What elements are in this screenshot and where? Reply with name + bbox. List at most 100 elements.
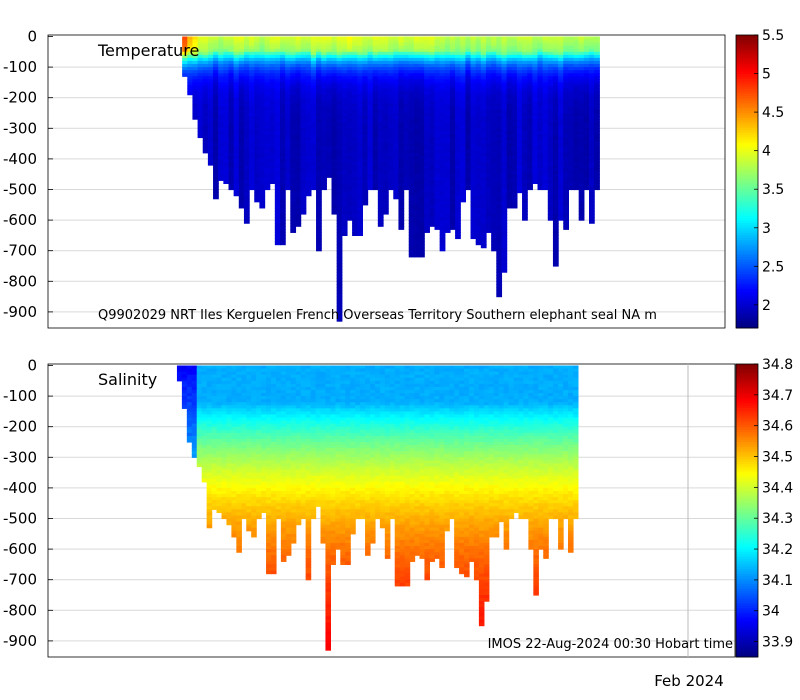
- data-cell: [465, 64, 472, 68]
- data-cell: [403, 76, 410, 80]
- data-cell: [316, 232, 322, 236]
- data-cell: [367, 42, 374, 47]
- colorbar-swatch: [736, 122, 758, 126]
- data-cell: [218, 36, 224, 41]
- data-cell: [321, 48, 327, 53]
- data-cell: [398, 106, 405, 111]
- data-cell: [213, 82, 219, 87]
- data-cell: [480, 82, 487, 87]
- data-cell: [206, 469, 213, 474]
- colorbar-swatch: [736, 215, 758, 219]
- data-cell: [393, 109, 400, 114]
- data-cell: [496, 189, 503, 194]
- data-cell: [434, 113, 441, 117]
- data-cell: [393, 140, 400, 145]
- data-cell: [444, 106, 451, 111]
- data-cell: [300, 174, 307, 178]
- data-cell: [465, 67, 472, 71]
- data-cell: [413, 183, 420, 188]
- data-cell: [429, 131, 436, 136]
- data-cell: [583, 152, 590, 157]
- data-cell: [424, 152, 430, 157]
- data-cell: [568, 143, 575, 148]
- data-cell: [341, 220, 348, 224]
- data-cell: [563, 140, 569, 145]
- data-cell: [434, 51, 441, 56]
- data-cell: [568, 183, 575, 188]
- data-cell: [527, 122, 533, 126]
- data-cell: [341, 146, 348, 151]
- data-cell: [496, 94, 503, 99]
- data-cell: [280, 36, 286, 41]
- data-cell: [321, 116, 327, 120]
- y-tick-label: -300: [3, 119, 37, 137]
- data-cell: [491, 210, 497, 215]
- data-cell: [568, 149, 575, 154]
- data-cell: [290, 213, 297, 218]
- data-cell: [367, 106, 374, 111]
- data-cell: [547, 134, 554, 139]
- data-cell: [547, 198, 554, 203]
- data-cell: [542, 155, 549, 160]
- data-cell: [429, 171, 436, 175]
- data-cell: [228, 137, 235, 142]
- data-cell: [352, 158, 358, 163]
- colorbar-swatch: [736, 320, 758, 324]
- data-cell: [496, 57, 503, 62]
- data-cell: [259, 131, 266, 136]
- data-cell: [196, 393, 203, 397]
- data-cell: [537, 54, 544, 59]
- y-tick-label: -700: [3, 242, 37, 260]
- data-cell: [274, 91, 281, 96]
- data-cell: [372, 165, 379, 169]
- data-cell: [274, 119, 281, 123]
- data-cell: [201, 374, 208, 379]
- data-cell: [367, 155, 374, 160]
- data-cell: [367, 186, 374, 191]
- colorbar-swatch: [736, 220, 758, 224]
- data-cell: [218, 137, 224, 142]
- data-cell: [594, 73, 600, 77]
- data-cell: [295, 207, 302, 212]
- data-cell: [249, 125, 255, 129]
- data-cell: [228, 97, 235, 102]
- data-cell: [254, 137, 260, 142]
- data-cell: [413, 97, 420, 102]
- data-cell: [444, 183, 451, 188]
- data-cell: [290, 183, 297, 188]
- data-cell: [191, 448, 198, 452]
- data-cell: [254, 57, 260, 62]
- data-cell: [280, 137, 286, 142]
- data-cell: [398, 122, 405, 126]
- data-cell: [321, 152, 327, 157]
- data-cell: [331, 88, 338, 93]
- data-cell: [429, 54, 436, 59]
- data-cell: [181, 383, 188, 388]
- data-cell: [589, 103, 595, 108]
- data-cell: [352, 152, 358, 157]
- data-cell: [532, 57, 539, 62]
- data-cell: [455, 60, 461, 65]
- data-cell: [321, 97, 327, 102]
- data-cell: [573, 152, 580, 157]
- data-cell: [563, 45, 569, 50]
- data-cell: [486, 106, 492, 111]
- data-cell: [403, 180, 410, 184]
- data-cell: [362, 45, 369, 50]
- data-cell: [439, 88, 446, 93]
- data-cell: [326, 67, 333, 71]
- data-cell: [305, 171, 312, 175]
- data-cell: [196, 448, 203, 452]
- data-cell: [207, 134, 214, 139]
- data-cell: [393, 48, 400, 53]
- data-cell: [558, 161, 564, 166]
- colorbar-swatch: [736, 254, 758, 258]
- data-cell: [192, 36, 199, 41]
- data-cell: [552, 155, 559, 160]
- data-cell: [573, 177, 580, 181]
- data-cell: [300, 103, 307, 108]
- data-cell: [449, 210, 456, 215]
- data-cell: [331, 82, 338, 87]
- data-cell: [408, 220, 415, 224]
- data-cell: [206, 435, 213, 440]
